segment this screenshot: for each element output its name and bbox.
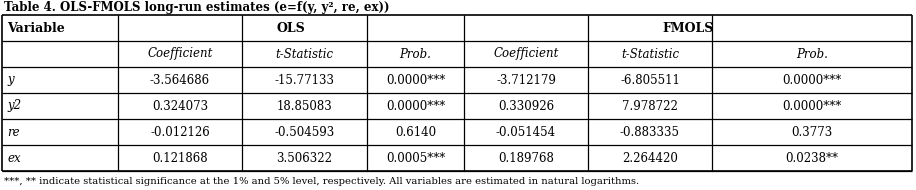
Text: Coefficient: Coefficient (494, 48, 559, 60)
Text: 0.0238**: 0.0238** (786, 151, 838, 165)
Text: 0.0000***: 0.0000*** (386, 74, 445, 86)
Text: -0.012126: -0.012126 (150, 126, 210, 139)
Text: y2: y2 (7, 100, 21, 112)
Text: 0.324073: 0.324073 (152, 100, 208, 112)
Text: 0.0000***: 0.0000*** (386, 100, 445, 112)
Text: -15.77133: -15.77133 (275, 74, 334, 86)
Text: Prob.: Prob. (399, 48, 431, 60)
Text: y: y (7, 74, 14, 86)
Text: Coefficient: Coefficient (147, 48, 213, 60)
Text: 2.264420: 2.264420 (622, 151, 678, 165)
Text: 0.330926: 0.330926 (498, 100, 554, 112)
Text: ***, ** indicate statistical significance at the 1% and 5% level, respectively. : ***, ** indicate statistical significanc… (4, 177, 639, 185)
Text: OLS: OLS (277, 21, 305, 35)
Text: -3.712179: -3.712179 (496, 74, 556, 86)
Text: 0.0000***: 0.0000*** (782, 74, 842, 86)
Text: re: re (7, 126, 19, 139)
Text: -0.504593: -0.504593 (275, 126, 334, 139)
Text: ex: ex (7, 151, 21, 165)
Text: 0.121868: 0.121868 (152, 151, 208, 165)
Text: 18.85083: 18.85083 (277, 100, 333, 112)
Text: 0.0005***: 0.0005*** (386, 151, 445, 165)
Text: -0.883335: -0.883335 (620, 126, 680, 139)
Text: Table 4. OLS-FMOLS long-run estimates (e=f(y, y², re, ex)): Table 4. OLS-FMOLS long-run estimates (e… (4, 1, 389, 13)
Text: t-Statistic: t-Statistic (276, 48, 333, 60)
Text: -6.805511: -6.805511 (620, 74, 680, 86)
Text: FMOLS: FMOLS (662, 21, 714, 35)
Text: 0.3773: 0.3773 (791, 126, 833, 139)
Text: t-Statistic: t-Statistic (621, 48, 679, 60)
Text: 0.189768: 0.189768 (498, 151, 554, 165)
Text: Variable: Variable (7, 21, 65, 35)
Text: -3.564686: -3.564686 (150, 74, 210, 86)
Text: Prob.: Prob. (796, 48, 828, 60)
Text: 7.978722: 7.978722 (622, 100, 678, 112)
Text: -0.051454: -0.051454 (496, 126, 556, 139)
Text: 0.6140: 0.6140 (395, 126, 436, 139)
Text: 0.0000***: 0.0000*** (782, 100, 842, 112)
Text: 3.506322: 3.506322 (277, 151, 333, 165)
